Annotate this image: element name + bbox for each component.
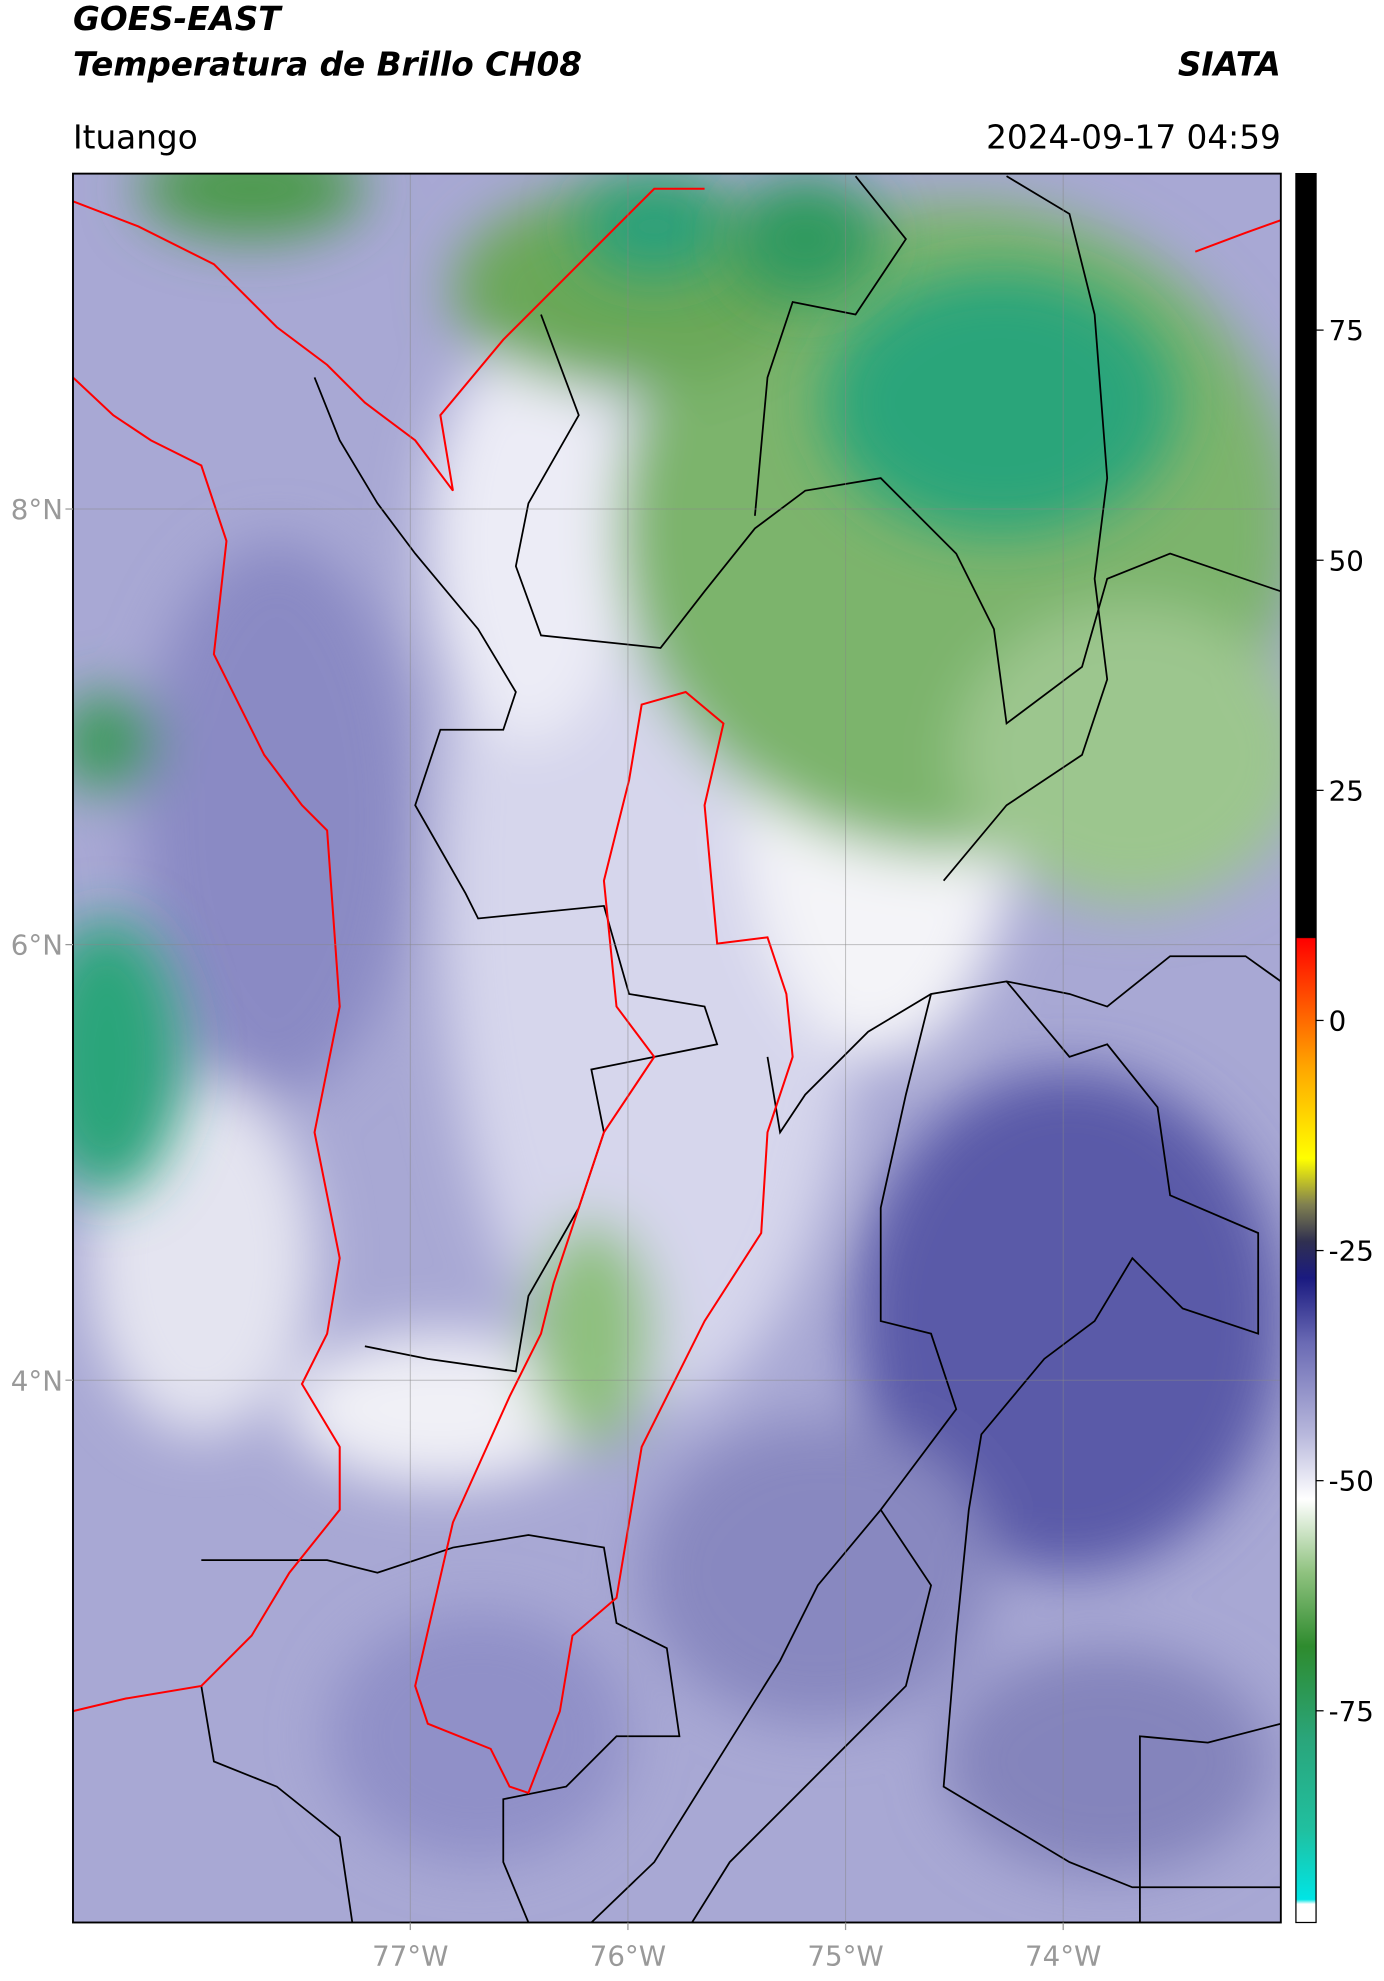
x-tick-label: 74°W — [1025, 1939, 1101, 1972]
colorbar-tick-label: 50 — [1329, 544, 1364, 577]
colorbar-tick-label: -25 — [1329, 1235, 1374, 1268]
credit: SIATA — [1178, 45, 1281, 83]
datetime: 2024-09-17 04:59 — [986, 118, 1281, 156]
y-tick-label: 4°N — [11, 1364, 63, 1397]
colorbar-tick-label: 75 — [1329, 314, 1364, 347]
grid — [72, 173, 1281, 1923]
y-tick-label: 6°N — [11, 929, 63, 962]
colorbar — [1295, 172, 1317, 1924]
subtitle: Temperatura de Brillo CH08 — [73, 45, 582, 83]
colorbar-tick-label: -75 — [1329, 1695, 1374, 1728]
location: Ituango — [73, 118, 198, 156]
y-tick-label: 8°N — [11, 493, 63, 526]
title: GOES-EAST — [73, 0, 283, 38]
map-image — [72, 173, 1281, 1923]
colorbar-tick-label: -50 — [1329, 1465, 1374, 1498]
x-tick-label: 75°W — [807, 1939, 883, 1972]
x-tick-label: 77°W — [372, 1939, 448, 1972]
map-frame — [72, 172, 1282, 1924]
colorbar-tick-label: 25 — [1329, 774, 1364, 807]
colorbar-tick-label: 0 — [1329, 1005, 1347, 1038]
x-tick-label: 76°W — [590, 1939, 666, 1972]
